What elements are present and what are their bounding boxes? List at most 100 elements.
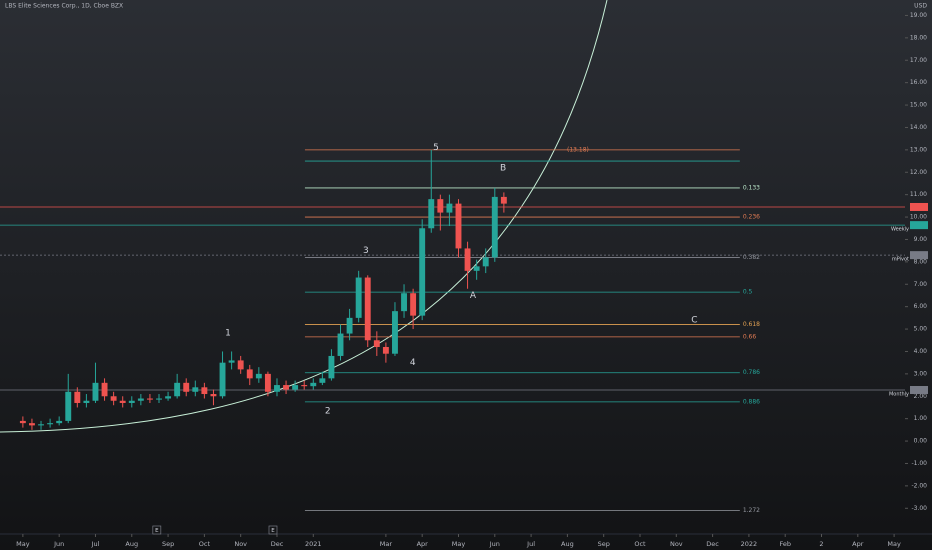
wave-label: C: [691, 316, 697, 326]
x-tick-label: May: [16, 540, 30, 548]
wave-label: A: [470, 291, 477, 301]
candle-body: [355, 277, 362, 318]
candle-body: [337, 333, 344, 356]
candle-body: [201, 387, 208, 395]
x-tick-label: Oct: [634, 540, 646, 548]
candle-body: [373, 340, 380, 347]
fib-label: 0.382: [743, 254, 760, 261]
x-tick-label: Jun: [53, 540, 64, 548]
candle-body: [165, 396, 172, 399]
x-tick-label: Jul: [526, 540, 535, 548]
candle-body: [219, 362, 226, 397]
wave-label: 3: [363, 246, 369, 256]
fib-label: 0.236: [743, 214, 760, 221]
candle-body: [328, 355, 335, 379]
x-tick-label: May: [452, 540, 466, 548]
candle-body: [500, 196, 507, 204]
event-marker: [268, 525, 278, 535]
candle-body: [137, 398, 144, 401]
y-tick-label: 8.00: [914, 258, 928, 265]
y-tick-label: 13.00: [910, 146, 927, 153]
candle-body: [28, 423, 35, 426]
x-tick-label: Mar: [380, 540, 393, 548]
fib-label: (13.18): [567, 146, 589, 153]
candle-body: [401, 293, 407, 312]
x-tick-label: Apr: [852, 540, 864, 548]
candle-body: [174, 382, 181, 397]
x-tick-label: Oct: [199, 540, 211, 548]
y-tick-label: 7.00: [914, 281, 928, 288]
fib-label: 0.133: [743, 184, 760, 191]
candle-body: [156, 398, 162, 400]
x-tick-label: Apr: [417, 540, 429, 548]
candle-body: [47, 423, 54, 425]
wave-label: 2: [325, 407, 331, 417]
candle-body: [464, 248, 471, 271]
y-tick-label: 18.00: [910, 34, 927, 41]
event-label: E: [271, 528, 275, 534]
candle-body: [482, 257, 489, 267]
wave-label: 5: [433, 143, 439, 153]
arc-drawing: [0, 0, 608, 433]
candle-body: [346, 317, 353, 334]
price-box: [910, 221, 928, 230]
candle-body: [410, 293, 417, 316]
x-tick-label: Dec: [706, 540, 719, 548]
candle-body: [192, 387, 199, 392]
x-tick-label: May: [887, 540, 901, 548]
candle-body: [437, 199, 444, 213]
candle-body: [455, 203, 462, 249]
candle-body: [446, 203, 453, 213]
candle-body: [38, 424, 44, 426]
candle-body: [19, 420, 26, 424]
candle-body: [310, 382, 317, 387]
y-tick-label: 3.00: [914, 370, 928, 377]
x-tick-label: Sep: [598, 540, 610, 548]
candle-body: [473, 266, 480, 271]
x-tick-label: 2: [819, 540, 823, 548]
price-box: [910, 202, 928, 211]
candle-body: [210, 394, 217, 397]
candle-body: [428, 199, 435, 229]
candle-body: [101, 382, 108, 397]
line-label: Weekly: [891, 227, 909, 233]
y-tick-label: 19.00: [910, 12, 927, 19]
candle-body: [146, 398, 153, 400]
line-label: Monthly: [889, 391, 909, 397]
y-tick-label: 1.00: [914, 415, 928, 422]
candle-body: [319, 378, 326, 383]
candle-body: [392, 311, 398, 354]
chart-title: LBS Elite Sciences Corp., 1D, Cboe BZX: [5, 3, 123, 10]
y-tick-label: 0.00: [914, 438, 928, 445]
candle-body: [419, 228, 426, 316]
y-tick-label: 9.00: [914, 236, 928, 243]
y-tick-label: 15.00: [910, 102, 927, 109]
wave-label: 1: [225, 329, 231, 339]
candle-body: [92, 382, 99, 401]
candle-body: [301, 385, 308, 387]
candle-body: [382, 346, 389, 354]
candle-body: [274, 385, 280, 392]
price-box: [910, 385, 928, 394]
candle-body: [364, 277, 371, 341]
y-tick-label: 6.00: [914, 303, 928, 310]
x-tick-label: Nov: [670, 540, 683, 548]
x-tick-label: Jun: [489, 540, 500, 548]
candle-body: [228, 360, 235, 363]
fib-label: 1.272: [743, 507, 760, 514]
x-tick-label: Jul: [91, 540, 100, 548]
x-tick-label: Feb: [779, 540, 791, 548]
currency-label: USD: [914, 3, 927, 10]
wave-label: 4: [410, 358, 416, 368]
y-tick-label: -2.00: [911, 482, 927, 489]
candle-body: [110, 396, 117, 401]
x-tick-label: Aug: [125, 540, 138, 548]
y-tick-label: 16.00: [910, 79, 927, 86]
price-box: [910, 251, 928, 260]
candle-body: [74, 391, 81, 403]
candle-body: [264, 373, 271, 392]
x-tick-label: Nov: [234, 540, 247, 548]
y-tick-label: -1.00: [911, 460, 927, 467]
